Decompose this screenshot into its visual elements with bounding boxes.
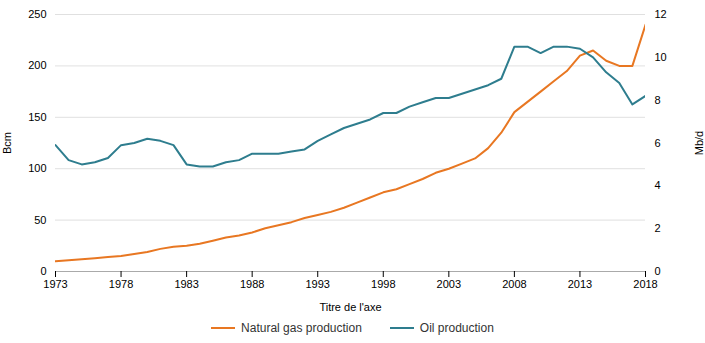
svg-text:1978: 1978 (109, 278, 133, 290)
svg-text:2: 2 (655, 222, 661, 234)
svg-text:6: 6 (655, 137, 661, 149)
svg-text:2003: 2003 (437, 278, 461, 290)
svg-text:12: 12 (655, 8, 667, 20)
svg-text:1973: 1973 (43, 278, 67, 290)
svg-text:250: 250 (28, 8, 46, 20)
svg-text:200: 200 (28, 59, 46, 71)
svg-text:100: 100 (28, 162, 46, 174)
html-text:Oil production: Oil production (419, 321, 494, 335)
svg-text:2018: 2018 (633, 278, 657, 290)
svg-text:10: 10 (655, 51, 667, 63)
svg-text:8: 8 (655, 94, 661, 106)
svg-text:1988: 1988 (240, 278, 264, 290)
svg-text:4: 4 (655, 179, 661, 191)
svg-text:0: 0 (40, 265, 46, 277)
svg-text:2008: 2008 (502, 278, 526, 290)
svg-text:Bcm: Bcm (1, 132, 13, 154)
svg-text:50: 50 (34, 214, 46, 226)
svg-text:1998: 1998 (371, 278, 395, 290)
svg-text:150: 150 (28, 111, 46, 123)
svg-text:Titre de l'axe: Titre de l'axe (319, 301, 381, 313)
svg-text:Mb/d: Mb/d (693, 131, 705, 155)
svg-text:0: 0 (655, 265, 661, 277)
html-text:Natural gas production: Natural gas production (241, 321, 362, 335)
svg-text:1983: 1983 (174, 278, 198, 290)
svg-text:1993: 1993 (305, 278, 329, 290)
svg-text:2013: 2013 (568, 278, 592, 290)
